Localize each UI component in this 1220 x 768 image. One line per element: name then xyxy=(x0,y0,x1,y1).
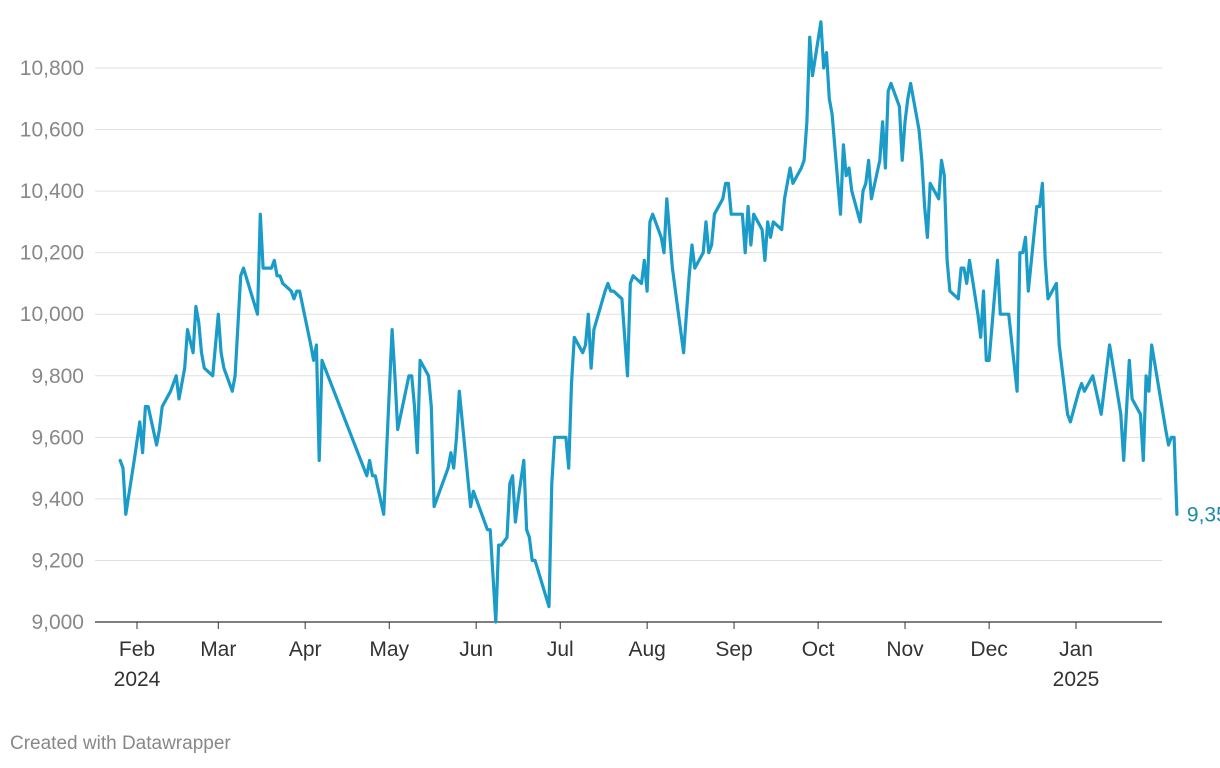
x-axis: Feb 2024 Mar Apr May Jun Jul Aug Sep Oct Nov Dec Jan… xyxy=(114,622,1100,691)
x-tick-label: Jul xyxy=(547,638,574,661)
x-tick-label: Apr xyxy=(289,638,322,661)
x-tick-label: May xyxy=(369,638,409,661)
y-tick-label: 9,800 xyxy=(31,365,84,388)
x-tick-label: Jun xyxy=(459,638,493,661)
y-tick-label: 9,200 xyxy=(31,549,84,572)
x-tick-year-label: 2025 xyxy=(1053,668,1100,691)
x-tick-label: Nov xyxy=(886,638,924,661)
x-tick-label: Oct xyxy=(802,638,835,661)
x-tick-label: Dec xyxy=(970,638,1007,661)
x-tick-year-label: 2024 xyxy=(114,668,161,691)
y-axis: 9,000 9,200 9,400 9,600 9,800 10,000 10,200 10,… xyxy=(20,57,84,634)
end-value-label: 9,350 xyxy=(1187,503,1220,526)
x-tick-label: Feb xyxy=(119,638,155,661)
x-tick-label: Mar xyxy=(200,638,236,661)
x-tick-label: Aug xyxy=(628,638,665,661)
y-tick-label: 9,000 xyxy=(31,611,84,634)
y-tick-label: 9,600 xyxy=(31,426,84,449)
x-tick-label: Sep xyxy=(715,638,752,661)
x-tick-label: Jan xyxy=(1059,638,1093,661)
series-line xyxy=(118,20,1179,624)
y-tick-label: 10,000 xyxy=(20,303,84,326)
y-tick-label: 10,800 xyxy=(20,57,84,80)
y-tick-label: 9,400 xyxy=(31,488,84,511)
credit-text: Created with Datawrapper xyxy=(10,733,231,754)
y-tick-label: 10,400 xyxy=(20,180,84,203)
y-tick-label: 10,200 xyxy=(20,242,84,265)
y-tick-label: 10,600 xyxy=(20,119,84,142)
